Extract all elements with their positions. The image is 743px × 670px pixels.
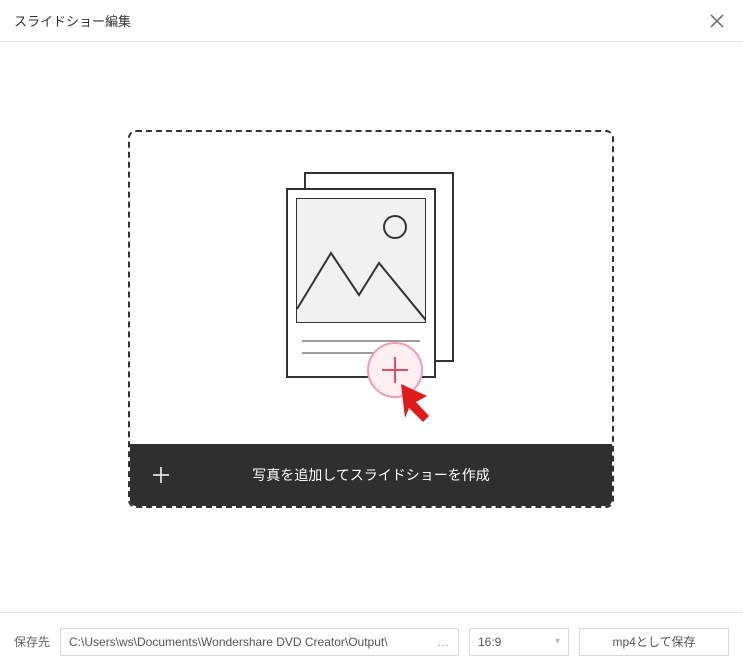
chevron-down-icon: ▾ [555,636,560,647]
drop-zone-instruction: 写真を追加してスライドショーを作成 [192,465,612,485]
main-area: 写真を追加してスライドショーを作成 [0,42,743,612]
pointer-arrow-icon [397,380,447,435]
save-button-label: mp4として保存 [613,633,696,650]
slideshow-drop-zone[interactable]: 写真を追加してスライドショーを作成 [128,130,614,508]
aspect-ratio-select[interactable]: 16:9 ▾ [469,628,569,656]
window-title: スライドショー編集 [14,11,131,30]
save-to-label: 保存先 [14,633,50,650]
browse-button[interactable]: … [431,635,450,649]
aspect-ratio-value: 16:9 [478,635,501,649]
add-icon[interactable] [130,465,192,485]
drop-zone-footer: 写真を追加してスライドショーを作成 [130,444,612,506]
save-as-mp4-button[interactable]: mp4として保存 [579,628,729,656]
title-bar: スライドショー編集 [0,0,743,42]
output-path-field[interactable]: C:\Users\ws\Documents\Wondershare DVD Cr… [60,628,459,656]
close-icon [710,14,724,28]
close-button[interactable] [705,9,729,33]
output-path-text: C:\Users\ws\Documents\Wondershare DVD Cr… [69,635,431,649]
placeholder-image-icon [286,172,456,382]
footer-bar: 保存先 C:\Users\ws\Documents\Wondershare DV… [0,612,743,670]
